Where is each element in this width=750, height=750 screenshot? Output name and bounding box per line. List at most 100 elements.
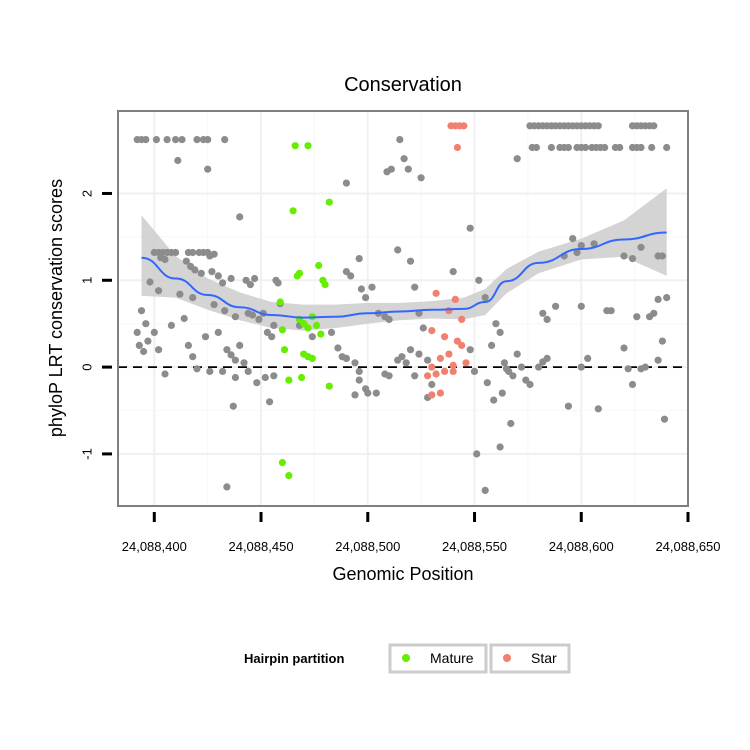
point-other bbox=[641, 363, 649, 371]
point-other bbox=[236, 213, 244, 221]
point-other bbox=[178, 136, 186, 144]
x-axis-title: Genomic Position bbox=[332, 564, 473, 584]
point-other bbox=[133, 328, 141, 336]
point-other bbox=[172, 248, 180, 257]
point-other bbox=[161, 370, 169, 378]
x-axis: 24,088,400 24,088,450 24,088,500 24,088,550… bbox=[122, 512, 721, 554]
point-other bbox=[184, 341, 192, 349]
point-star bbox=[428, 327, 436, 335]
point-other bbox=[411, 283, 419, 291]
point-other bbox=[424, 356, 432, 364]
x-tick-label: 24,088,400 bbox=[122, 539, 187, 554]
point-mature bbox=[308, 354, 316, 362]
plot-panel-border bbox=[117, 110, 689, 507]
point-mature bbox=[295, 269, 304, 277]
point-other bbox=[498, 389, 506, 397]
scatter-points bbox=[133, 122, 671, 494]
legend: Hairpin partition Mature Star bbox=[244, 643, 571, 674]
point-other bbox=[620, 252, 628, 260]
point-star bbox=[458, 315, 466, 323]
point-other bbox=[268, 333, 276, 341]
point-other bbox=[351, 359, 359, 367]
point-star bbox=[428, 363, 436, 371]
legend-swatch-star bbox=[503, 654, 511, 662]
point-other bbox=[140, 347, 148, 356]
point-mature bbox=[289, 207, 297, 215]
point-other bbox=[135, 341, 143, 349]
point-other bbox=[496, 328, 504, 336]
point-other bbox=[594, 405, 602, 413]
point-other bbox=[229, 402, 237, 410]
point-other bbox=[266, 398, 274, 406]
point-other bbox=[539, 309, 547, 317]
point-other bbox=[137, 307, 146, 315]
point-other bbox=[663, 143, 671, 152]
point-other bbox=[182, 257, 190, 265]
point-mature bbox=[278, 459, 286, 467]
point-other bbox=[387, 165, 395, 173]
point-other bbox=[385, 315, 393, 323]
confidence-band-layer bbox=[141, 188, 667, 331]
point-star bbox=[436, 354, 444, 362]
x-tick-label: 24,088,650 bbox=[655, 539, 720, 554]
point-other bbox=[208, 268, 216, 276]
point-other bbox=[355, 255, 363, 263]
point-mature bbox=[317, 330, 325, 338]
point-star bbox=[432, 289, 440, 297]
point-other bbox=[564, 143, 573, 152]
point-other bbox=[658, 252, 667, 260]
point-other bbox=[406, 346, 415, 354]
x-tick-label: 24,088,550 bbox=[442, 539, 507, 554]
smooth-line-layer bbox=[141, 231, 667, 319]
point-other bbox=[466, 224, 474, 232]
point-other bbox=[219, 279, 227, 287]
point-mature bbox=[298, 373, 306, 382]
point-other bbox=[573, 248, 581, 257]
point-other bbox=[584, 354, 592, 362]
point-other bbox=[581, 143, 590, 152]
point-other bbox=[251, 274, 259, 283]
point-other bbox=[481, 294, 489, 302]
series-other bbox=[133, 122, 671, 494]
point-other bbox=[246, 281, 254, 289]
point-other bbox=[327, 328, 336, 336]
point-other bbox=[590, 240, 598, 248]
point-mature bbox=[325, 382, 333, 390]
point-other bbox=[394, 246, 402, 254]
point-star bbox=[449, 367, 457, 375]
y-tick-label: 2 bbox=[80, 190, 95, 197]
point-mature bbox=[280, 346, 289, 354]
point-other bbox=[231, 373, 239, 382]
point-other bbox=[223, 483, 231, 491]
point-other bbox=[227, 274, 235, 283]
point-other bbox=[637, 243, 645, 251]
point-other bbox=[473, 450, 481, 458]
legend-label-star: Star bbox=[531, 650, 557, 666]
point-other bbox=[167, 321, 175, 329]
point-other bbox=[180, 314, 188, 323]
legend-key-star bbox=[489, 643, 571, 674]
point-other bbox=[253, 379, 261, 387]
point-other bbox=[648, 143, 656, 152]
point-star bbox=[436, 389, 444, 397]
point-mature bbox=[291, 142, 299, 150]
point-star bbox=[432, 370, 440, 378]
point-other bbox=[221, 136, 229, 144]
point-other bbox=[496, 443, 504, 451]
point-other bbox=[201, 333, 210, 341]
point-other bbox=[633, 313, 641, 321]
point-other bbox=[500, 359, 508, 367]
point-other bbox=[189, 248, 197, 257]
point-other bbox=[650, 309, 658, 317]
point-other bbox=[368, 283, 376, 291]
point-other bbox=[481, 486, 489, 494]
point-other bbox=[624, 365, 632, 373]
point-other bbox=[628, 255, 637, 263]
confidence-band bbox=[141, 188, 667, 331]
point-other bbox=[594, 122, 602, 130]
point-other bbox=[255, 315, 263, 323]
point-other bbox=[270, 321, 278, 329]
point-other bbox=[144, 337, 152, 345]
point-other bbox=[146, 278, 154, 286]
